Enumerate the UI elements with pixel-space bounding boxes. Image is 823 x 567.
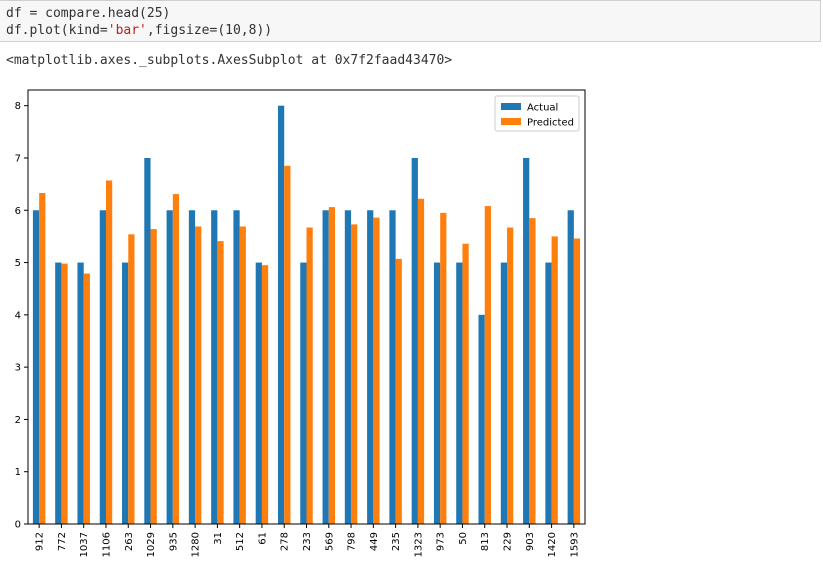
bar-actual-233	[300, 262, 307, 524]
bar-actual-50	[456, 262, 463, 524]
bar-predicted-263	[128, 234, 135, 525]
x-tick-label-935: 935	[168, 532, 179, 551]
plot-frame	[27, 89, 586, 525]
x-tick-label-233: 233	[302, 532, 313, 551]
y-tick-label-4: 4	[15, 310, 21, 321]
bar-predicted-798	[351, 224, 358, 525]
y-tick-label-6: 6	[15, 206, 21, 217]
bar-predicted-569	[328, 207, 336, 524]
bar-actual-235	[389, 210, 396, 524]
bar-actual-903	[523, 157, 530, 525]
bar-predicted-278	[284, 165, 291, 524]
bar-actual-263	[122, 262, 129, 524]
x-tick-label-235: 235	[391, 532, 402, 551]
bar-predicted-973	[440, 212, 447, 524]
bar-predicted-449	[373, 217, 380, 524]
bar-actual-1106	[99, 210, 106, 524]
bar-actual-278	[277, 105, 285, 525]
bar-predicted-235	[395, 258, 402, 524]
bar-actual-772	[55, 262, 62, 524]
bar-actual-973	[433, 262, 441, 524]
x-tick-label-31: 31	[213, 532, 224, 545]
bar-actual-935	[166, 210, 173, 524]
x-tick-label-263: 263	[124, 532, 135, 551]
x-tick-label-569: 569	[324, 532, 335, 551]
x-tick-label-1029: 1029	[146, 532, 157, 557]
y-tick-label-5: 5	[15, 258, 21, 269]
code-line-2-string: 'bar'	[107, 23, 147, 38]
y-tick-label-8: 8	[15, 101, 21, 112]
x-tick-label-449: 449	[369, 532, 380, 551]
bar-predicted-912	[39, 193, 46, 524]
bar-actual-1037	[77, 262, 84, 524]
bar-actual-229	[500, 262, 508, 524]
bar-predicted-61	[261, 265, 269, 524]
code-line-2-suffix: ,figsize=(10,8))	[146, 23, 273, 38]
bar-predicted-1593	[573, 238, 581, 524]
y-tick-label-0: 0	[15, 520, 21, 531]
bar-predicted-903	[529, 218, 536, 524]
y-tick-label-7: 7	[15, 153, 21, 164]
x-tick-label-278: 278	[280, 532, 291, 551]
bar-actual-31	[211, 210, 218, 524]
bar-actual-1593	[567, 210, 574, 524]
bar-predicted-512	[239, 226, 246, 524]
bar-actual-813	[478, 314, 485, 524]
code-line-1[interactable]: df = compare.head(25)	[6, 5, 820, 22]
legend-swatch-predicted	[501, 118, 521, 125]
y-tick-label-3: 3	[15, 363, 21, 374]
bar-predicted-1420	[551, 236, 558, 524]
x-tick-label-512: 512	[235, 532, 246, 551]
x-tick-label-903: 903	[525, 532, 536, 551]
legend-label-predicted: Predicted	[527, 118, 574, 129]
code-cell[interactable]: df = compare.head(25) df.plot(kind='bar'…	[0, 0, 821, 42]
bar-predicted-813	[484, 206, 491, 525]
x-tick-label-61: 61	[257, 532, 268, 545]
bar-predicted-31	[217, 241, 224, 524]
bar-actual-61	[255, 262, 262, 524]
bar-actual-1420	[545, 262, 552, 524]
bar-actual-569	[322, 210, 329, 524]
x-tick-label-798: 798	[347, 532, 358, 551]
bar-actual-798	[344, 210, 352, 524]
bar-predicted-50	[462, 243, 469, 525]
x-tick-label-50: 50	[458, 532, 469, 545]
bar-predicted-1037	[83, 273, 90, 524]
code-line-2[interactable]: df.plot(kind='bar',figsize=(10,8))	[6, 22, 820, 39]
code-line-2-prefix: df.plot(kind=	[6, 23, 108, 38]
x-tick-label-973: 973	[436, 532, 447, 551]
y-tick-label-2: 2	[15, 415, 21, 426]
bar-chart: 912 772 1037 1106 263 1029 935 1280 31 512 61 278 23…	[15, 89, 586, 557]
bar-predicted-1323	[417, 198, 425, 524]
y-tick-label-1: 1	[15, 467, 21, 478]
bar-predicted-229	[507, 227, 514, 524]
bar-predicted-1280	[195, 226, 202, 524]
bar-actual-449	[367, 210, 374, 524]
bar-predicted-1106	[105, 180, 113, 524]
bar-actual-512	[233, 210, 240, 524]
bar-predicted-233	[306, 227, 313, 524]
x-tick-label-1280: 1280	[191, 532, 202, 557]
bar-actual-1280	[188, 210, 196, 524]
bar-actual-912	[32, 210, 40, 524]
x-tick-label-1593: 1593	[569, 532, 580, 557]
x-tick-label-772: 772	[57, 532, 68, 551]
bar-actual-1029	[144, 157, 151, 525]
bar-predicted-772	[61, 263, 68, 524]
legend-swatch-actual	[501, 103, 521, 110]
bar-predicted-1029	[150, 229, 157, 524]
output-repr: <matplotlib.axes._subplots.AxesSubplot a…	[6, 53, 453, 68]
x-tick-label-229: 229	[503, 532, 514, 551]
x-tick-label-813: 813	[480, 532, 491, 551]
x-tick-label-1106: 1106	[101, 532, 112, 557]
x-tick-label-912: 912	[35, 532, 46, 551]
legend-label-actual: Actual	[527, 103, 558, 114]
x-tick-label-1323: 1323	[413, 532, 424, 557]
x-tick-label-1037: 1037	[79, 532, 90, 557]
code-line-1-text: df = compare.head(25)	[6, 6, 171, 21]
bar-predicted-935	[172, 194, 180, 524]
x-tick-label-1420: 1420	[547, 532, 558, 557]
bar-actual-1323	[411, 157, 418, 525]
